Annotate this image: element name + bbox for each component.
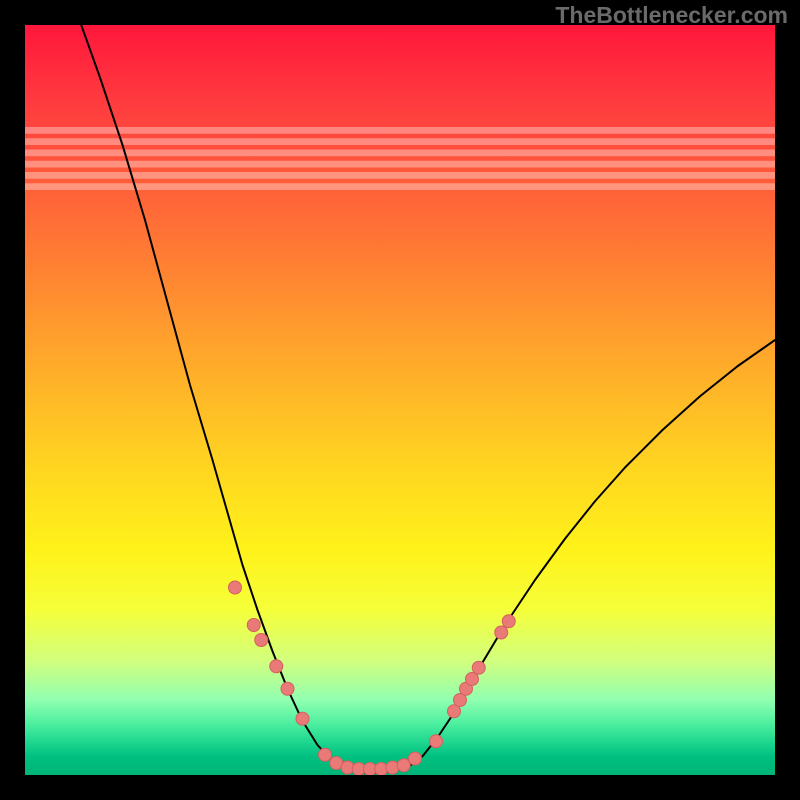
data-marker <box>430 735 443 748</box>
data-marker <box>319 748 332 761</box>
data-marker <box>247 619 260 632</box>
data-marker <box>255 634 268 647</box>
data-marker <box>466 673 479 686</box>
data-marker <box>229 581 242 594</box>
data-marker <box>270 660 283 673</box>
data-marker <box>296 712 309 725</box>
data-marker <box>472 661 485 674</box>
data-marker <box>409 752 422 765</box>
data-marker <box>502 615 515 628</box>
data-marker <box>386 761 399 774</box>
data-marker <box>281 682 294 695</box>
data-marker <box>397 759 410 772</box>
data-marker <box>495 626 508 639</box>
watermark-text: TheBottlenecker.com <box>555 2 788 29</box>
bottleneck-chart <box>25 25 775 775</box>
